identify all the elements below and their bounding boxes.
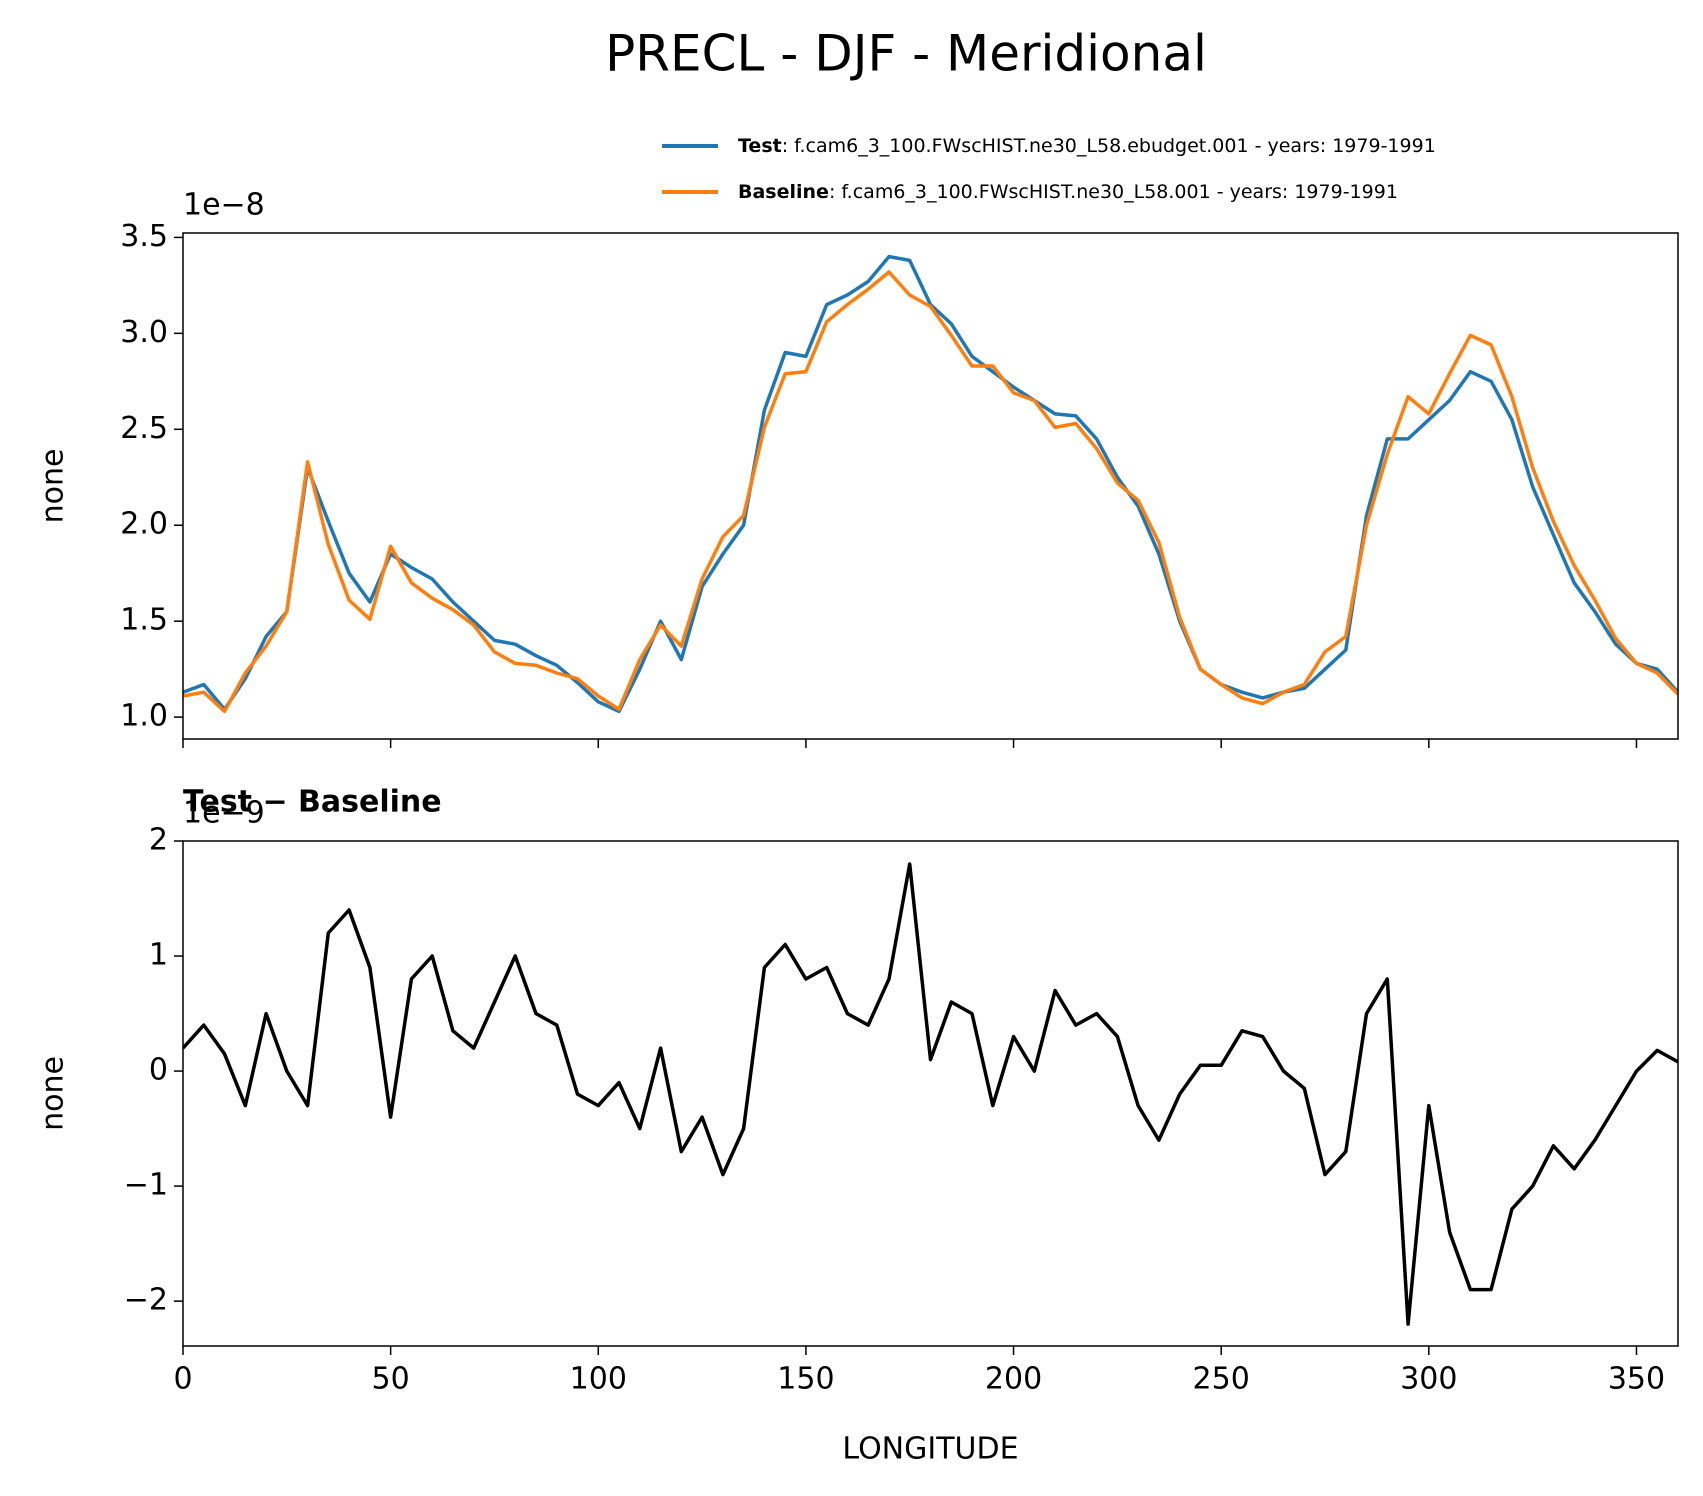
y-axis-label: none: [36, 449, 71, 524]
x-tick-label: 50: [372, 1362, 410, 1397]
x-tick-label: 300: [1400, 1362, 1457, 1397]
y-tick-label: 0: [149, 1053, 168, 1088]
axes-title: Test − Baseline: [183, 785, 442, 820]
x-tick-label: 150: [777, 1362, 834, 1397]
offset-text: 1e−9: [183, 796, 265, 831]
y-tick-label: −2: [124, 1283, 168, 1318]
y-axis-label: none: [36, 1056, 71, 1131]
x-axis-label: LONGITUDE: [842, 1432, 1018, 1467]
data-line: [183, 862, 1678, 1326]
legend-entry: Test: f.cam6_3_100.FWscHIST.ne30_L58.ebu…: [738, 135, 1436, 157]
data-line: [183, 270, 1678, 714]
y-tick-label: 1.5: [120, 603, 168, 638]
y-tick-label: 2.0: [120, 507, 168, 542]
x-tick-label: 200: [985, 1362, 1042, 1397]
x-tick-label: 350: [1608, 1362, 1665, 1397]
y-tick-label: −1: [124, 1168, 168, 1203]
legend-name: Baseline: [738, 181, 829, 203]
legend-entry: Baseline: f.cam6_3_100.FWscHIST.ne30_L58…: [738, 181, 1398, 203]
axes-frame: [182, 840, 1679, 1347]
legend-name: Test: [738, 135, 782, 157]
offset-text: 1e−8: [183, 188, 265, 223]
x-tick-label: 250: [1193, 1362, 1250, 1397]
y-tick-label: 1: [149, 938, 168, 973]
axes-frame: [182, 232, 1679, 740]
x-tick-label: 100: [570, 1362, 627, 1397]
legend-description: : f.cam6_3_100.FWscHIST.ne30_L58.ebudget…: [782, 135, 1436, 157]
y-tick-label: 2.5: [120, 411, 168, 446]
y-tick-label: 2: [149, 823, 168, 858]
figure-title: PRECL - DJF - Meridional: [605, 25, 1207, 83]
y-tick-label: 1.0: [120, 699, 168, 734]
y-tick-label: 3.5: [120, 219, 168, 254]
legend-description: : f.cam6_3_100.FWscHIST.ne30_L58.001 - y…: [829, 181, 1398, 203]
x-tick-label: 0: [173, 1362, 192, 1397]
y-tick-label: 3.0: [120, 315, 168, 350]
data-line: [183, 254, 1678, 714]
